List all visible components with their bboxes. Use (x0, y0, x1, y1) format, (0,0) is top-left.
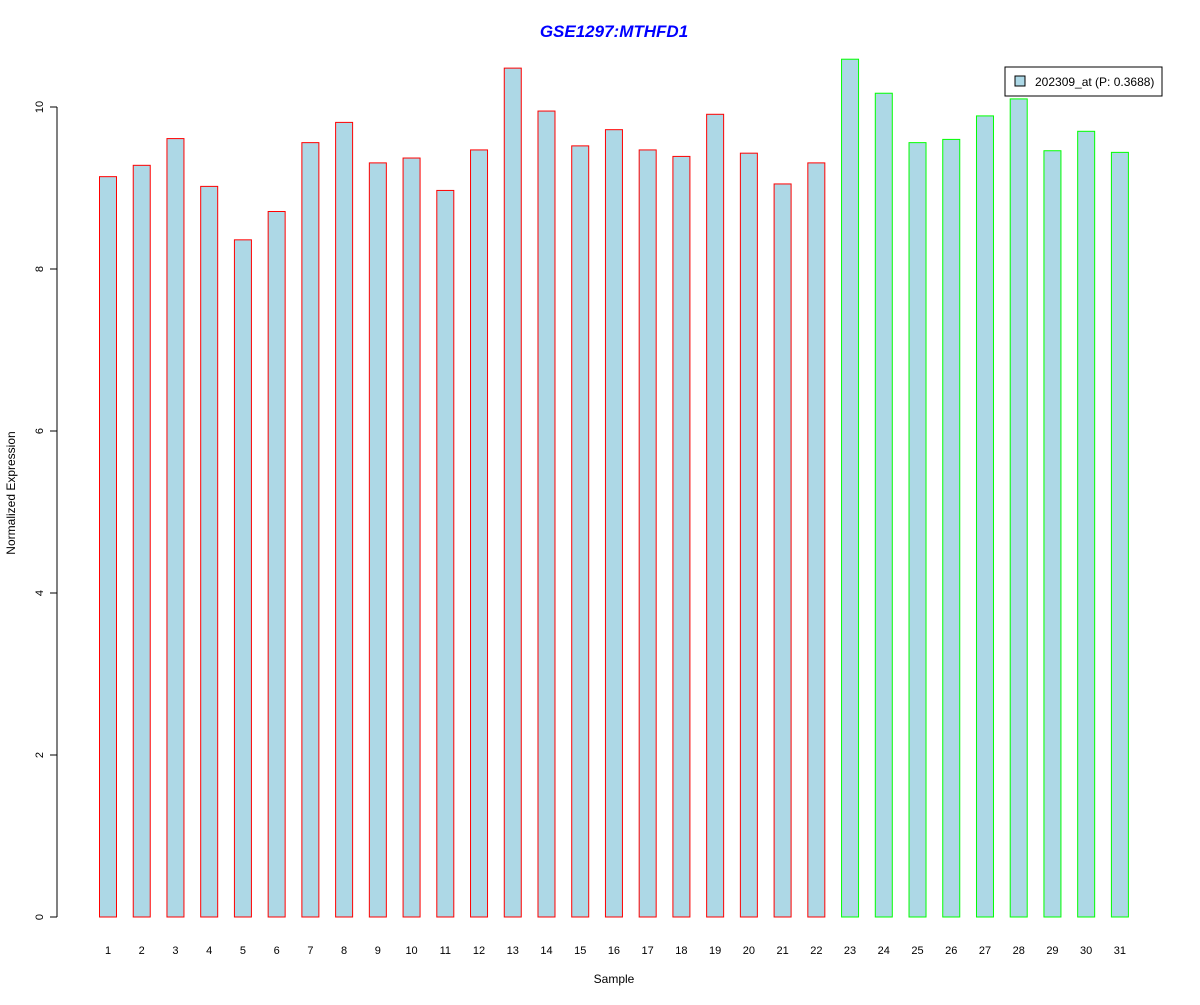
x-tick-label: 18 (675, 945, 687, 957)
x-tick-label: 7 (307, 945, 313, 957)
x-tick-label: 8 (341, 945, 347, 957)
y-axis-label: Normalized Expression (4, 431, 18, 554)
bar (301, 142, 320, 918)
y-tick-label: 10 (34, 101, 46, 113)
x-tick-label: 29 (1046, 945, 1058, 957)
y-axis: 0 2 4 6 8 10 (34, 101, 58, 920)
bar (166, 138, 185, 918)
x-tick-label: 19 (709, 945, 721, 957)
bar (537, 110, 556, 918)
x-tick-label: 16 (608, 945, 620, 957)
bar (1009, 98, 1028, 918)
bar (1110, 151, 1129, 918)
bar (672, 155, 691, 918)
bar (470, 149, 489, 918)
x-tick-label: 14 (540, 945, 552, 957)
bar (436, 189, 455, 918)
bar (99, 176, 117, 918)
bar (706, 113, 725, 918)
bar (132, 164, 151, 918)
x-tick-label: 5 (240, 945, 246, 957)
x-tick-label: 4 (206, 945, 212, 957)
x-tick-label: 25 (911, 945, 923, 957)
bar (200, 185, 219, 918)
y-tick-label: 0 (34, 914, 46, 920)
legend-label: 202309_at (P: 0.3688) (1035, 75, 1154, 89)
y-tick-label: 2 (34, 752, 46, 758)
x-tick-label: 2 (139, 945, 145, 957)
bar (1043, 150, 1062, 918)
x-tick-label: 12 (473, 945, 485, 957)
x-tick-label: 1 (105, 945, 111, 957)
bar (975, 115, 994, 918)
bar (638, 149, 657, 918)
bar (807, 162, 826, 918)
bar (773, 183, 792, 918)
legend-swatch (1014, 75, 1026, 87)
legend: 202309_at (P: 0.3688) (1004, 66, 1163, 97)
x-tick-label: 22 (810, 945, 822, 957)
bar (233, 239, 252, 918)
x-tick-label: 30 (1080, 945, 1092, 957)
bar (267, 210, 286, 918)
bar (571, 145, 590, 918)
bar (335, 121, 354, 918)
x-tick-label: 27 (979, 945, 991, 957)
legend-box (1004, 66, 1163, 97)
x-axis-label: Sample (594, 972, 635, 986)
x-tick-label: 28 (1013, 945, 1025, 957)
x-tick-label: 26 (945, 945, 957, 957)
x-tick-label: 3 (172, 945, 178, 957)
x-tick-label: 10 (405, 945, 417, 957)
x-tick-label: 11 (440, 945, 451, 957)
x-tick-label: 31 (1114, 945, 1126, 957)
bar (841, 58, 860, 918)
chart-title: GSE1297:MTHFD1 (540, 22, 688, 41)
bar (1077, 130, 1096, 918)
x-tick-label: 13 (507, 945, 519, 957)
y-tick-label: 4 (34, 590, 46, 596)
bars-group (99, 58, 1129, 918)
x-tick-label: 17 (642, 945, 654, 957)
x-tick-label: 6 (274, 945, 280, 957)
bar (368, 162, 387, 918)
bar (503, 67, 522, 918)
x-tick-label: 9 (375, 945, 381, 957)
x-tick-label: 21 (776, 945, 788, 957)
bar (908, 142, 927, 918)
x-tick-labels: 1 2 3 4 5 6 7 8 9 10 11 12 13 14 15 16 17 18 19 20 21 22 23 24 2… (105, 945, 1126, 957)
bar (604, 129, 623, 918)
bar (874, 92, 893, 918)
bar (739, 152, 758, 918)
y-tick-label: 8 (34, 266, 46, 272)
x-tick-label: 20 (743, 945, 755, 957)
bar (942, 138, 961, 918)
y-tick-label: 6 (34, 428, 46, 434)
x-tick-label: 15 (574, 945, 586, 957)
bar (402, 157, 421, 918)
x-tick-label: 23 (844, 945, 856, 957)
x-tick-label: 24 (878, 945, 890, 957)
